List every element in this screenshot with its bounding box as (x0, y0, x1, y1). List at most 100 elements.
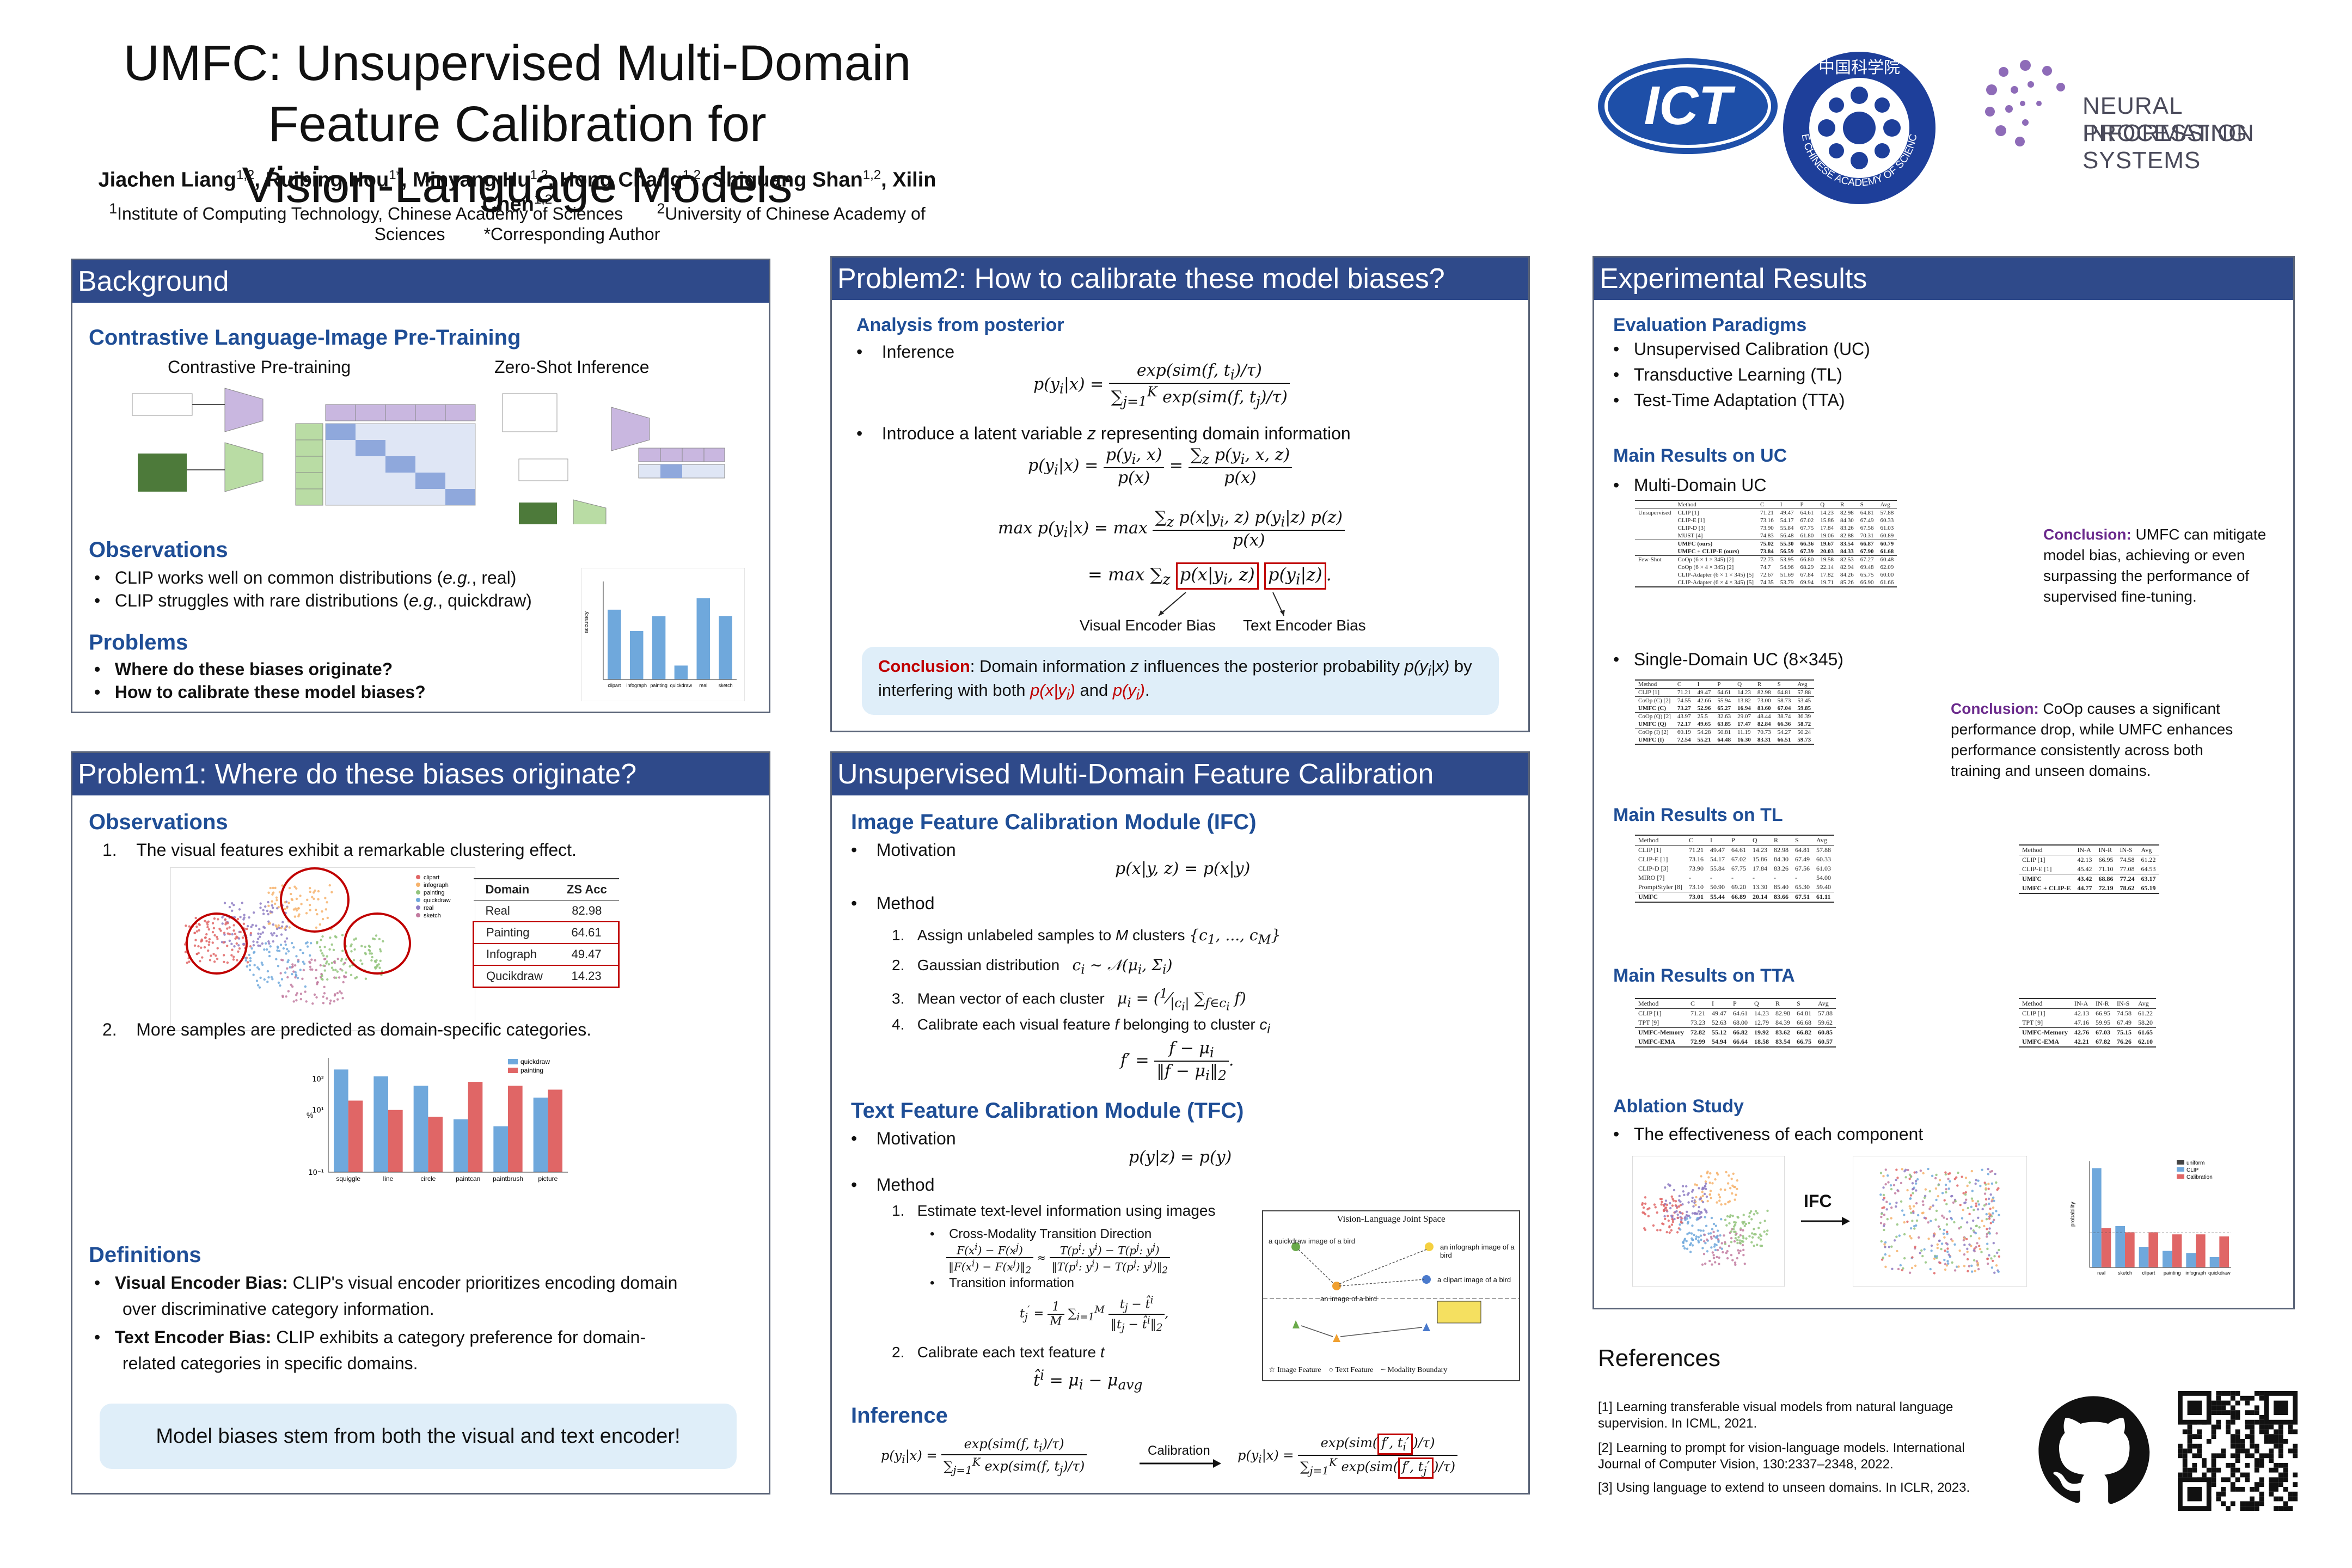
table-row: MUST [4] 74.83 56.48 61.80 19.06 82.88 70.31 60… (1677, 532, 1894, 539)
tsne-point (326, 978, 329, 981)
github-icon[interactable] (2036, 1394, 2151, 1508)
qr-module (2283, 1506, 2288, 1511)
tsne-point (252, 944, 255, 947)
tsne-point (350, 950, 353, 953)
tsne-point (1669, 1184, 1671, 1187)
tsne-point (1731, 1259, 1734, 1261)
tsne-point (194, 916, 197, 920)
tsne-point (239, 930, 242, 934)
qr-module (2178, 1443, 2183, 1449)
tsne-point (264, 905, 267, 908)
ifc-calibration-eq: f′ = f − μi ‖f − μi‖2. (1120, 1039, 1234, 1083)
tsne-point (1730, 1178, 1733, 1180)
tsne-point (350, 945, 352, 948)
tsne-point (1906, 1220, 1909, 1223)
tsne-point (1908, 1271, 1912, 1274)
tsne-point (204, 920, 206, 922)
qr-module (2216, 1400, 2221, 1406)
table-row: CLIP-Adapter (6 × 1 × 345) [5] 72.67 51.69… (1677, 572, 1894, 578)
qr-module (2274, 1496, 2278, 1502)
qr-module (2235, 1453, 2240, 1459)
tsne-point (1712, 1235, 1716, 1238)
tsne-point (206, 926, 209, 929)
qr-module (2269, 1439, 2274, 1444)
tsne-point (1677, 1199, 1681, 1202)
tsne-point (330, 943, 333, 946)
tsne-point (285, 937, 289, 940)
tsne-point (1713, 1243, 1716, 1246)
tsne-point (258, 928, 261, 930)
tsne-point (295, 999, 298, 1002)
tsne-point (1709, 1190, 1712, 1192)
tsne-point (255, 924, 258, 927)
tsne-point (1676, 1213, 1679, 1216)
tsne-point (1741, 1221, 1744, 1223)
qr-module (2264, 1424, 2269, 1430)
qr-code-icon[interactable] (2178, 1391, 2298, 1511)
tta-title: Main Results on TTA (1613, 965, 1795, 986)
tl-table: Method C I P Q R S Avg CLIP [1] 71.21 49.47 64.61 14… (1635, 835, 1834, 903)
qr-module (2245, 1419, 2250, 1425)
painting-bar (388, 1110, 403, 1172)
tsne-point (1983, 1181, 1986, 1184)
tsne-point (1902, 1267, 1904, 1270)
tsne-point (1737, 1249, 1739, 1252)
single-domain-table: Method C I P Q R S Avg CLIP [1] 71.21 49.47 64.61 14… (1635, 679, 1815, 745)
qr-module (2278, 1434, 2283, 1439)
tsne-point (1742, 1214, 1745, 1216)
tsne-point (266, 970, 270, 973)
tsne-point (1943, 1199, 1946, 1202)
tsne-point (1663, 1204, 1665, 1207)
tsne-point (1972, 1229, 1975, 1232)
analysis-title: Analysis from posterior (856, 315, 1064, 335)
cas-logo: 中国科学院 THE CHINESE ACADEMY OF SCIENCES (1777, 40, 1938, 207)
tsne-point (1735, 1232, 1738, 1235)
tsne-point (261, 963, 264, 966)
qr-module (2230, 1439, 2235, 1444)
tsne-point (1890, 1245, 1893, 1248)
tsne-point (374, 967, 377, 970)
tsne-point (282, 947, 285, 950)
tsne-point (1914, 1182, 1918, 1185)
tsne-point (1975, 1202, 1977, 1205)
tsne-point (1754, 1210, 1757, 1212)
tsne-point (1741, 1244, 1744, 1247)
tsne-point (1966, 1184, 1969, 1187)
tsne-point (1944, 1268, 1947, 1271)
tsne-point (222, 941, 225, 944)
tsne-point (1970, 1169, 1974, 1173)
tsne-point (1739, 1242, 1742, 1245)
qr-module (2235, 1467, 2240, 1473)
tsne-point (1979, 1185, 1982, 1187)
tsne-point (248, 969, 252, 971)
tsne-point (1682, 1245, 1685, 1248)
tsne-point (1933, 1272, 1936, 1275)
tsne-point (1895, 1168, 1898, 1171)
tsne-point (1671, 1218, 1674, 1221)
tsne-point (278, 891, 281, 893)
qr-module (2274, 1429, 2278, 1435)
table-row: CLIP-E [1] 73.16 54.17 67.02 15.86 84.30 67.49… (1638, 855, 1831, 863)
qr-module (2245, 1477, 2250, 1483)
tsne-point (234, 937, 237, 940)
tsne-point (1738, 1239, 1741, 1242)
tsne-point (308, 960, 311, 963)
tsne-point (1734, 1263, 1737, 1266)
latent-bullet: • Introduce a latent variable z represen… (856, 424, 1351, 443)
tsne-point (1884, 1168, 1887, 1171)
uc-title: Main Results on UC (1613, 445, 1787, 466)
tsne-point (1890, 1206, 1893, 1209)
table-row: UMFC 43.42 68.86 77.24 63.17 (2019, 874, 2159, 884)
bar-category-label: real (2097, 1270, 2105, 1276)
tsne-point (1711, 1263, 1713, 1266)
tsne-point (1879, 1193, 1882, 1196)
tsne-point (311, 896, 314, 898)
qr-module (2278, 1482, 2283, 1487)
tsne-point (255, 979, 259, 982)
tsne-point (1671, 1197, 1674, 1200)
tsne-point (1946, 1243, 1949, 1246)
tsne-point (1992, 1196, 1995, 1199)
legend-swatch (416, 883, 420, 887)
tsne-point (379, 948, 382, 951)
tsne-point (1907, 1168, 1909, 1172)
